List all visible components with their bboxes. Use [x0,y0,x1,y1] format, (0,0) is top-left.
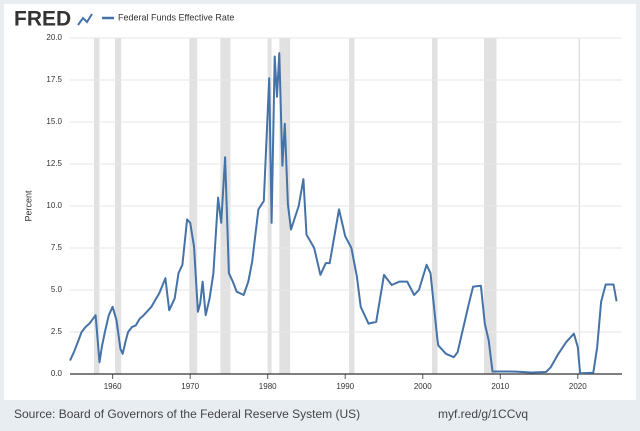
x-tick-label: 1970 [181,382,199,391]
y-tick-label: 12.5 [46,159,62,168]
x-tick-label: 1990 [336,382,354,391]
x-tick-label: 1960 [104,382,122,391]
x-tick-label: 2020 [569,382,587,391]
y-tick-label: 5.0 [51,285,63,294]
brand-logo: FRED [14,8,71,31]
y-tick-label: 2.5 [51,327,63,336]
y-tick-label: 0.0 [51,369,63,378]
logo-icon [77,13,93,26]
x-tick-label: 2010 [491,382,509,391]
y-tick-label: 10.0 [46,201,62,210]
data-line [69,52,618,375]
short-link: myf.red/g/1CCvq [438,407,528,421]
y-tick-label: 20.0 [46,33,62,42]
y-tick-label: 15.0 [46,117,62,126]
y-tick-label: 17.5 [46,75,62,84]
source-note: Source: Board of Governors of the Federa… [14,407,360,421]
legend-label: Federal Funds Effective Rate [118,12,234,22]
y-tick-label: 7.5 [51,243,63,252]
x-tick-label: 1980 [259,382,277,391]
y-axis-label: Percent [23,190,33,222]
x-tick-label: 2000 [414,382,432,391]
chart-panel [4,4,636,400]
